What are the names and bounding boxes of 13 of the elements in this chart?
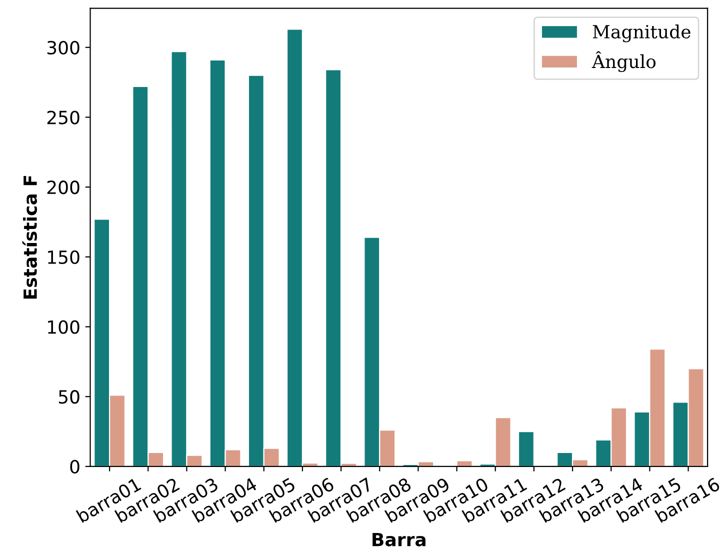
x-axis-title: Barra <box>372 532 426 546</box>
y-tick-label: 300 <box>47 40 80 55</box>
y-axis-title: Estatística F <box>22 176 38 299</box>
y-tick-label: 150 <box>48 250 80 264</box>
y-tick-label: 100 <box>48 320 80 334</box>
bar <box>518 430 534 466</box>
bar <box>456 460 473 466</box>
legend-label: Ângulo <box>592 51 656 72</box>
legend-label: Magnitude <box>592 24 690 42</box>
y-tick-label: 50 <box>58 390 80 404</box>
y-tick-label: 200 <box>47 180 80 194</box>
y-tick-label: 0 <box>70 460 80 474</box>
y-tick-label: 250 <box>47 110 80 124</box>
